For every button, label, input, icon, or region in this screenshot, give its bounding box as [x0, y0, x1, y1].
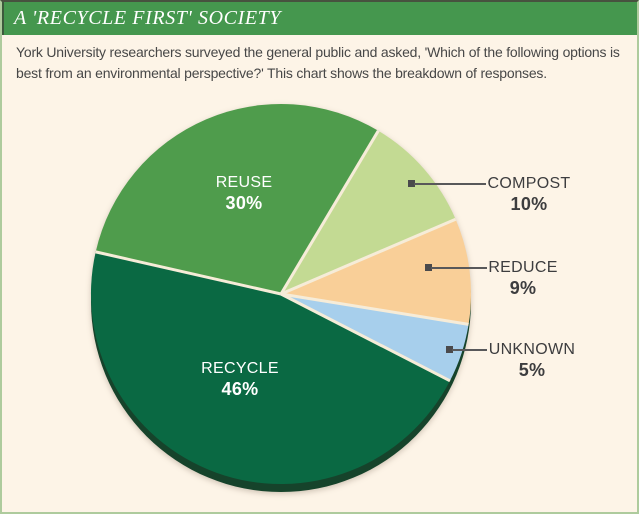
pie-slice-unknown — [281, 294, 469, 381]
slice-separator — [280, 292, 469, 326]
chart-header: A 'RECYCLE FIRST' SOCIETY — [2, 2, 637, 35]
chart-title: A 'RECYCLE FIRST' SOCIETY — [14, 7, 282, 29]
slice-label-reduce: REDUCE 9% — [448, 259, 598, 299]
slice-separator — [280, 217, 457, 296]
slice-label-unknown: UNKNOWN 5% — [457, 341, 607, 381]
description-line-1: York University researchers surveyed the… — [16, 44, 620, 60]
slice-separator — [280, 292, 451, 383]
chart-description: York University researchers surveyed the… — [16, 42, 626, 84]
slice-separator — [95, 250, 282, 296]
slice-label-compost-pct: 10% — [510, 194, 548, 214]
slice-label-recycle: RECYCLE 46% — [170, 360, 310, 400]
slice-label-recycle-pct: 46% — [221, 379, 259, 399]
leader-marker-compost — [408, 180, 415, 187]
slice-label-reuse-pct: 30% — [225, 193, 263, 213]
leader-marker-unknown — [446, 346, 453, 353]
pie-slice-recycle — [90, 251, 450, 485]
slice-separator — [279, 130, 380, 295]
pie-slice-reduce — [281, 219, 472, 325]
slice-label-reuse: REUSE 30% — [174, 174, 314, 214]
description-line-2: best from an environmental perspective?'… — [16, 65, 547, 81]
slice-label-unknown-pct: 5% — [518, 360, 546, 380]
leader-marker-reduce — [425, 264, 432, 271]
slice-label-reduce-name: REDUCE — [488, 259, 558, 276]
slice-label-compost: COMPOST 10% — [454, 175, 604, 215]
leader-line-reduce — [431, 267, 487, 269]
leader-line-compost — [414, 183, 486, 185]
slice-label-unknown-name: UNKNOWN — [488, 341, 576, 358]
slice-label-reuse-name: REUSE — [215, 174, 273, 191]
slice-label-compost-name: COMPOST — [487, 175, 571, 192]
slice-label-reduce-pct: 9% — [509, 278, 537, 298]
slice-label-recycle-name: RECYCLE — [201, 360, 279, 377]
leader-line-unknown — [452, 349, 487, 351]
pie-slice-compost — [281, 130, 456, 294]
